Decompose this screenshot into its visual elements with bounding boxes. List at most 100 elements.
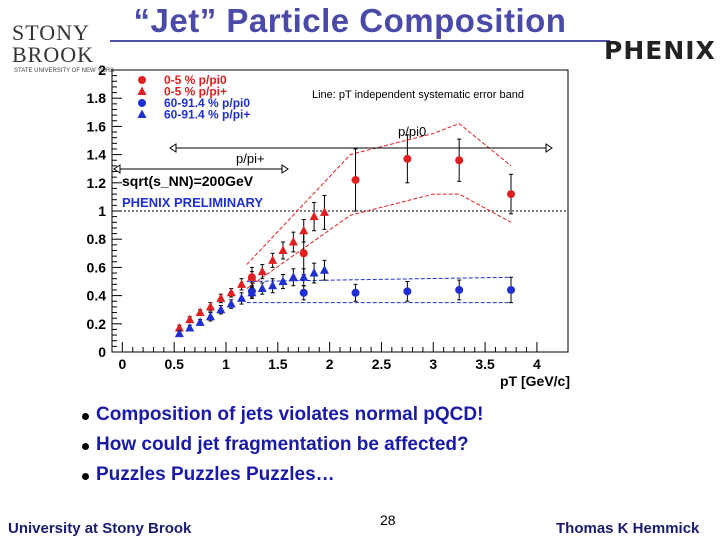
ppip-arrow-left [113,164,121,174]
logo-line-1: STONY [12,20,90,45]
y-tick-label: 1 [98,203,106,219]
data-point [174,323,184,332]
data-point [299,225,309,235]
data-point [278,245,288,254]
data-point [216,293,226,302]
y-tick-label: 1.6 [87,118,107,134]
data-point [247,287,257,297]
data-point [226,287,236,297]
data-point [205,301,215,311]
stony-brook-logo: STONY BROOK [12,20,95,67]
x-tick-label: 3 [429,356,437,372]
bullet-text: Composition of jets violates normal pQCD… [96,404,484,425]
page-number: 28 [380,512,396,528]
slide-title: “Jet” Particle Composition [133,2,567,39]
data-point [319,207,329,216]
data-point [288,272,298,281]
energy-label: sqrt(s_NN)=200GeV [122,173,254,189]
legend-marker [138,76,146,84]
bullet-dot [82,473,89,480]
bullet-dot [82,443,89,450]
legend-label: 0-5 % p/pi+ [164,85,227,99]
ppip-label: p/pi+ [236,151,265,166]
ppip-arrow-right [281,164,289,174]
footer-author: Thomas K Hemmick [556,520,700,537]
data-point [268,280,278,290]
legend-marker [137,86,147,95]
axes: 0 0.2 0.4 0.6 0.8 1 1.2 1.4 1.6 1.8 2 0 0.5 1 1.5 2 2.5 3… [87,62,570,389]
logo-line-2: BROOK [12,42,95,67]
data-point [237,293,247,302]
data-point [403,287,412,296]
data-point [205,311,215,321]
bullet-text: Puzzles Puzzles Puzzles… [96,464,335,485]
data-points [174,134,515,338]
data-point [247,272,257,281]
footer-university: University at Stony Brook [8,520,192,537]
data-point [257,266,267,276]
ppi0-arrow-left [169,143,177,153]
y-tick-label: 1.2 [87,175,107,191]
chart-svg: 0 0.2 0.4 0.6 0.8 1 1.2 1.4 1.6 1.8 2 0 0.5 1 1.5 2 2.5 3… [87,62,570,389]
y-tick-label: 0.6 [87,259,107,275]
data-point [288,237,298,246]
data-point [455,285,464,294]
data-point [299,249,308,258]
band-line [246,123,512,265]
data-point [226,299,236,308]
x-tick-label: 2 [326,356,334,372]
data-point [268,255,278,264]
legend-label: 0-5 % p/pi0 [164,73,227,87]
data-point [309,211,319,221]
y-tick-label: 0.8 [87,231,107,247]
data-point [174,328,184,338]
x-tick-label: 0.5 [164,356,184,372]
data-point [185,314,195,324]
x-tick-label: 4 [533,356,541,372]
data-point [309,268,319,277]
data-point [455,156,464,165]
band-line [246,276,512,282]
chart: 0 0.2 0.4 0.6 0.8 1 1.2 1.4 1.6 1.8 2 0 0.5 1 1.5 2 2.5 3… [60,62,580,392]
x-tick-label: 3.5 [475,356,495,372]
y-tick-label: 0 [98,344,106,360]
legend-label: 60-91.4 % p/pi0 [164,96,250,110]
legend-label: 60-91.4 % p/pi+ [164,108,250,122]
syst-note: Line: pT independent systematic error ba… [312,89,524,101]
x-tick-label: 1.5 [268,356,288,372]
data-point [507,285,515,294]
x-tick-label: 2.5 [372,356,392,372]
title-underline [110,40,610,42]
data-point [299,288,308,297]
x-tick-label: 0 [118,356,126,372]
data-point [319,265,329,274]
data-point [257,283,267,293]
data-point [195,317,205,326]
bullet-dot [82,413,89,420]
legend-marker [138,99,146,107]
y-tick-label: 1.4 [87,147,107,163]
band-line [246,193,512,289]
error-bands [246,123,512,304]
legend-marker [137,109,147,118]
ppi0-label: p/pi0 [398,124,426,139]
x-tick-label: 1 [222,356,230,372]
y-tick-label: 0.4 [87,288,107,304]
x-axis-label: pT [GeV/c] [500,373,570,389]
y-tick-label: 1.8 [87,90,107,106]
y-tick-label: 0.2 [87,316,107,332]
y-tick-label: 2 [98,62,106,78]
phenix-logo: PHENIX [604,36,716,65]
data-point [351,175,360,184]
data-point [299,272,309,281]
data-point [237,279,247,288]
data-point [195,307,205,317]
logo-subtitle: STATE UNIVERSITY OF NEW YORK [14,68,115,74]
preliminary-label: PHENIX PRELIMINARY [122,195,263,210]
data-point [507,190,515,199]
data-point [351,288,360,297]
bullet-text: How could jet fragmentation be affected? [96,434,469,455]
ppi0-arrow-right [545,143,553,153]
data-point [185,323,195,332]
data-point [278,276,288,285]
